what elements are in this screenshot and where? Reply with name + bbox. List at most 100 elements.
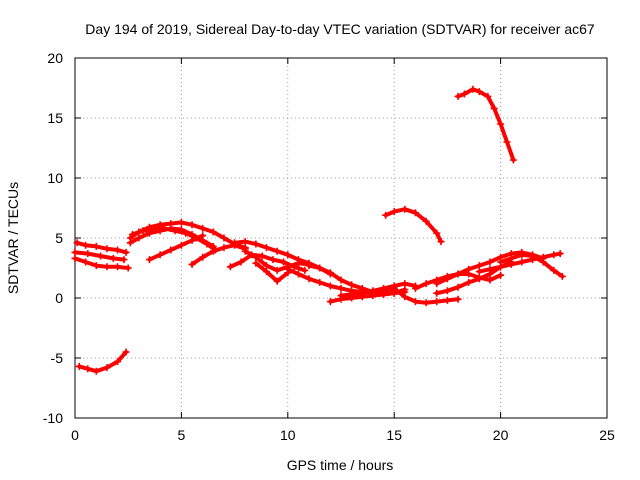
data-point-marker <box>128 230 136 238</box>
data-point-marker <box>114 263 122 271</box>
data-point-marker <box>188 236 196 244</box>
data-point-marker <box>401 205 409 213</box>
data-point-marker <box>497 258 505 266</box>
data-point-marker <box>465 265 473 273</box>
data-point-marker <box>71 248 79 256</box>
data-point-marker <box>284 265 292 273</box>
data-point-marker <box>433 289 441 297</box>
data-point-marker <box>120 256 128 264</box>
data-point-marker <box>390 208 398 216</box>
data-point-marker <box>171 227 179 235</box>
data-point-marker <box>380 284 388 292</box>
data-point-marker <box>326 269 334 277</box>
x-tick-label: 5 <box>178 427 186 443</box>
data-point-marker <box>182 229 190 237</box>
data-point-marker <box>109 254 117 262</box>
data-point-marker <box>177 241 185 249</box>
data-point-marker <box>411 209 419 217</box>
data-point-marker <box>126 239 134 247</box>
y-tick-label: 5 <box>55 230 63 246</box>
y-tick-label: -5 <box>51 350 64 366</box>
series-track-25 <box>456 87 516 162</box>
data-point-marker <box>220 244 228 252</box>
data-point-marker <box>103 263 111 271</box>
y-axis-label: SDTVAR / TECUs <box>5 182 21 294</box>
data-point-marker <box>188 260 196 268</box>
data-point-marker <box>273 247 281 255</box>
data-point-marker <box>454 270 462 278</box>
data-point-marker <box>209 247 217 255</box>
data-point-marker <box>241 238 249 246</box>
data-point-marker <box>437 238 445 246</box>
data-point-marker <box>135 234 143 242</box>
data-point-marker <box>252 253 260 261</box>
data-point-marker <box>401 293 409 301</box>
data-point-marker <box>231 239 239 247</box>
y-tick-label: 10 <box>47 170 63 186</box>
data-point-marker <box>475 88 483 96</box>
data-point-marker <box>454 92 462 100</box>
data-point-marker <box>507 254 515 262</box>
data-point-marker <box>503 138 511 146</box>
data-point-marker <box>103 245 111 253</box>
data-point-marker <box>556 250 564 258</box>
data-point-marker <box>209 228 217 236</box>
y-tick-label: -10 <box>43 410 63 426</box>
x-axis-label: GPS time / hours <box>287 457 394 473</box>
data-point-marker <box>92 262 100 270</box>
data-point-marker <box>280 258 288 266</box>
data-point-marker <box>252 259 260 267</box>
data-point-marker <box>348 290 356 298</box>
data-point-marker <box>82 241 90 249</box>
y-tick-label: 20 <box>47 50 63 66</box>
grid-lines <box>75 58 607 418</box>
x-tick-labels: 0 5 10 15 20 25 <box>71 427 615 443</box>
data-point-marker <box>518 251 526 259</box>
data-point-marker <box>82 258 90 266</box>
x-tick-label: 0 <box>71 427 79 443</box>
x-tick-label: 15 <box>386 427 402 443</box>
axis-ticks <box>74 57 608 419</box>
data-point-marker <box>337 284 345 292</box>
data-point-marker <box>443 296 451 304</box>
data-point-marker <box>475 275 483 283</box>
data-point-marker <box>411 284 419 292</box>
data-point-marker <box>252 240 260 248</box>
data-point-marker <box>550 251 558 259</box>
data-point-marker <box>348 281 356 289</box>
data-point-marker <box>411 298 419 306</box>
data-point-marker <box>188 221 196 229</box>
data-point-marker <box>103 364 111 372</box>
chart-title: Day 194 of 2019, Sidereal Day-to-day VTE… <box>85 21 595 37</box>
data-point-marker <box>465 278 473 286</box>
data-point-marker <box>539 258 547 266</box>
data-point-marker <box>294 259 302 267</box>
data-point-marker <box>75 362 83 370</box>
data-point-marker <box>490 104 498 112</box>
data-point-marker <box>92 367 100 375</box>
data-point-marker <box>258 252 266 260</box>
data-point-marker <box>203 240 211 248</box>
data-point-marker <box>382 211 390 219</box>
data-point-marker <box>145 256 153 264</box>
data-point-marker <box>241 247 249 255</box>
data-point-marker <box>220 234 228 242</box>
data-point-marker <box>529 252 537 260</box>
data-point-marker <box>73 239 81 247</box>
data-point-marker <box>167 246 175 254</box>
data-point-marker <box>124 264 132 272</box>
data-point-marker <box>97 252 105 260</box>
data-point-marker <box>497 271 505 279</box>
data-point-marker <box>305 275 313 283</box>
data-point-marker <box>518 258 526 266</box>
y-tick-labels: -10 -5 0 5 10 15 20 <box>43 50 63 426</box>
data-point-marker <box>92 242 100 250</box>
data-point-marker <box>139 227 147 235</box>
data-point-marker <box>337 276 345 284</box>
data-point-marker <box>316 278 324 286</box>
data-point-marker <box>337 292 345 300</box>
data-point-marker <box>305 262 313 270</box>
data-point-marker <box>469 85 477 93</box>
data-point-marker <box>497 120 505 128</box>
